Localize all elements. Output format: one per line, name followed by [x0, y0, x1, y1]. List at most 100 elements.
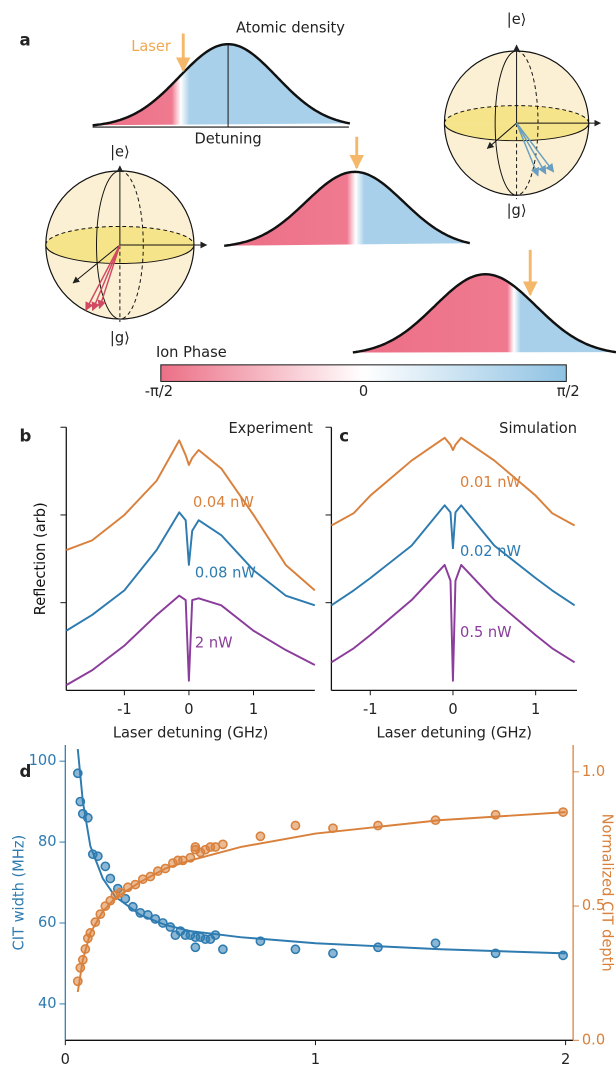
panel-label: c — [339, 426, 349, 445]
point — [127, 901, 138, 912]
panel-label: b — [19, 426, 31, 445]
series-label: 0.08 nW — [195, 564, 256, 581]
x-tick-label: 0 — [61, 1051, 70, 1065]
laser-label: Laser — [131, 38, 171, 55]
point — [92, 851, 103, 862]
y-tick-label: 60 — [38, 914, 57, 931]
annotation: Simulation — [499, 420, 577, 437]
point — [157, 918, 168, 928]
colorbar-label: π/2 — [557, 383, 580, 400]
x-axis-label: Laser detuning (GHz) — [113, 724, 268, 741]
point — [373, 820, 383, 831]
point — [85, 928, 96, 938]
state-label: |g⟩ — [110, 330, 130, 347]
point — [290, 820, 301, 831]
series-label: 2 nW — [195, 635, 233, 652]
point — [328, 823, 338, 834]
density-label: Atomic density — [236, 20, 345, 37]
point — [145, 871, 156, 882]
x-tick-label: -1 — [363, 701, 378, 718]
point — [90, 917, 101, 928]
y2-tick-label: 1.0 — [582, 763, 605, 780]
y2-tick-label: 0.5 — [582, 897, 605, 914]
point — [120, 893, 131, 904]
colorbar — [160, 364, 567, 382]
point — [218, 839, 228, 850]
y2-axis-label: Normalized CIT depth — [598, 814, 615, 972]
bloch-sphere: |e⟩ |g⟩ — [45, 143, 208, 347]
x-tick-label: 0 — [184, 701, 193, 718]
point — [95, 909, 106, 919]
point — [75, 962, 86, 973]
line — [330, 563, 576, 682]
point — [160, 863, 171, 874]
point — [190, 942, 201, 953]
fit-line — [76, 748, 566, 955]
series-label: 0.5 nW — [460, 624, 512, 641]
bloch-sphere: |e⟩ |g⟩ — [443, 11, 602, 219]
point — [185, 852, 196, 863]
state-label: |e⟩ — [110, 143, 130, 160]
point — [142, 910, 153, 920]
y2-tick-label: 0.0 — [582, 1031, 605, 1048]
x-tick-label: 1 — [531, 701, 540, 718]
point — [255, 936, 266, 947]
y-axis-label: CIT width (MHz) — [10, 835, 27, 951]
point — [373, 942, 383, 953]
y-axis-label: Reflection (arb) — [32, 502, 49, 615]
point — [558, 807, 568, 817]
x-tick-label: -1 — [117, 701, 132, 718]
colorbar-title: Ion Phase — [156, 344, 227, 361]
y-tick-label: 100 — [29, 752, 57, 769]
y-tick-label: 80 — [38, 833, 57, 850]
colorbar-label: -π/2 — [145, 383, 173, 400]
x-tick-label: 1 — [311, 1051, 320, 1065]
point — [150, 914, 161, 924]
point — [165, 922, 176, 932]
colorbar-label: 0 — [359, 383, 368, 400]
point — [77, 954, 88, 965]
point — [490, 809, 501, 820]
point — [72, 768, 83, 779]
panel-label: a — [19, 31, 30, 50]
point — [290, 944, 301, 955]
point — [75, 796, 86, 807]
point — [430, 815, 441, 826]
point — [328, 948, 338, 959]
point — [130, 879, 141, 890]
fit-line — [76, 811, 566, 993]
line — [65, 511, 316, 632]
x-tick-label: 0 — [448, 701, 457, 718]
point — [210, 930, 221, 940]
annotation: Experiment — [228, 420, 313, 437]
x-tick-label: 2 — [561, 1051, 570, 1065]
point — [490, 948, 501, 959]
point — [100, 861, 111, 872]
point — [115, 887, 126, 898]
point — [105, 873, 116, 884]
series-label: 0.01 nW — [460, 474, 521, 491]
point — [82, 812, 93, 823]
series-label: 0.04 nW — [193, 494, 254, 511]
panel-label: d — [19, 762, 31, 781]
point — [430, 938, 441, 949]
x-axis-label: Laser detuning (GHz) — [376, 724, 531, 741]
series-label: 0.02 nW — [460, 543, 521, 560]
y-tick-label: 40 — [38, 995, 57, 1012]
gaussian — [352, 272, 616, 354]
x-tick-label: 1 — [249, 701, 258, 718]
point — [218, 944, 228, 955]
state-label: |e⟩ — [507, 11, 527, 28]
point — [558, 950, 568, 961]
gaussian — [224, 170, 471, 247]
point — [255, 831, 266, 842]
gaussian — [92, 42, 351, 127]
point — [80, 944, 91, 954]
state-label: |g⟩ — [507, 202, 527, 219]
detuning-label: Detuning — [195, 131, 262, 148]
point — [72, 976, 83, 987]
line — [330, 436, 576, 527]
line — [65, 439, 316, 592]
